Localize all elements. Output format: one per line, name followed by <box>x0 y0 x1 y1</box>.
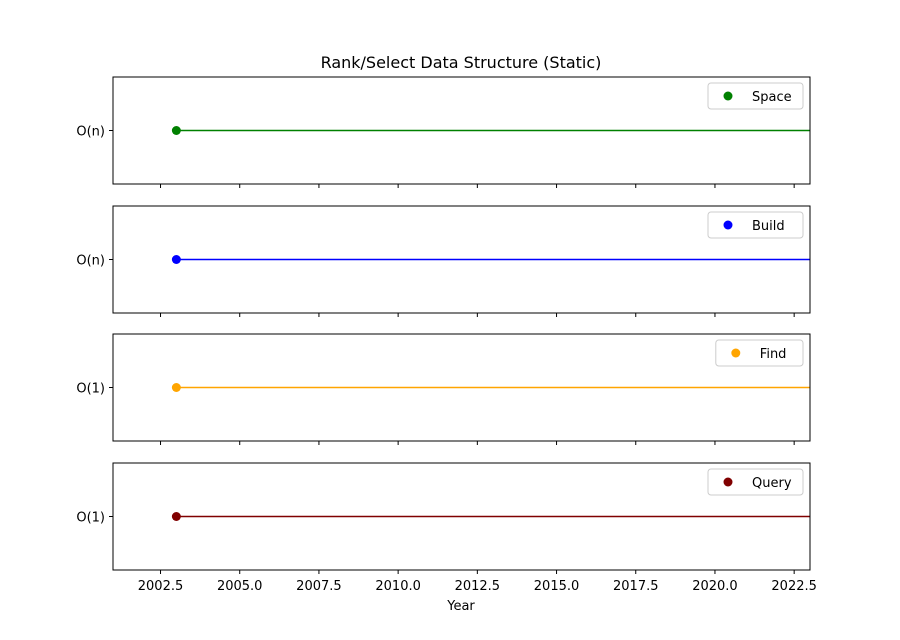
y-tick-label-build: O(n) <box>76 254 105 269</box>
y-tick-label-find: O(1) <box>76 382 105 397</box>
legend-label-space: Space <box>752 90 792 105</box>
x-tick-label-8: 2022.5 <box>771 579 817 594</box>
legend-box-build <box>707 211 804 239</box>
panel-space: O(n) Space <box>76 76 811 188</box>
x-tick-label-1: 2005.0 <box>217 579 263 594</box>
legend-label-find: Find <box>760 347 787 362</box>
x-tick-label-0: 2002.5 <box>138 579 184 594</box>
legend-space: Space <box>707 82 804 110</box>
x-axis-label: Year <box>446 599 475 614</box>
x-tick-label-3: 2010.0 <box>375 579 421 594</box>
panel-query: O(1) Query <box>76 462 811 574</box>
legend-query: Query <box>707 468 804 496</box>
x-tick-label-4: 2012.5 <box>455 579 501 594</box>
legend-marker-space <box>723 91 733 101</box>
x-tick-labels: 2002.5 2005.0 2007.5 2010.0 2012.5 2015.0 2017… <box>138 579 817 594</box>
series-point-find <box>171 383 181 392</box>
series-point-space <box>171 126 181 135</box>
legend-label-query: Query <box>752 476 792 491</box>
series-point-build <box>171 255 181 264</box>
panel-build: O(n) Build <box>76 205 811 317</box>
panels: O(n) Space O(n) Build O(1) Find O(1) Query <box>76 76 811 574</box>
panel-find: O(1) Find <box>76 333 811 445</box>
x-tick-label-7: 2020.0 <box>692 579 738 594</box>
legend-box-query <box>707 468 804 496</box>
x-tick-label-2: 2007.5 <box>296 579 342 594</box>
legend-marker-build <box>723 220 733 230</box>
y-tick-label-query: O(1) <box>76 511 105 526</box>
legend-find: Find <box>715 339 804 367</box>
legend-build: Build <box>707 211 804 239</box>
y-tick-label-space: O(n) <box>76 125 105 140</box>
legend-box-space <box>707 82 804 110</box>
chart-title: Rank/Select Data Structure (Static) <box>321 53 602 72</box>
legend-marker-query <box>723 477 733 487</box>
x-tick-label-5: 2015.0 <box>534 579 580 594</box>
x-tick-label-6: 2017.5 <box>613 579 659 594</box>
legend-label-build: Build <box>752 219 785 234</box>
series-point-query <box>171 512 181 521</box>
legend-box-find <box>715 339 804 367</box>
legend-marker-find <box>731 348 741 358</box>
